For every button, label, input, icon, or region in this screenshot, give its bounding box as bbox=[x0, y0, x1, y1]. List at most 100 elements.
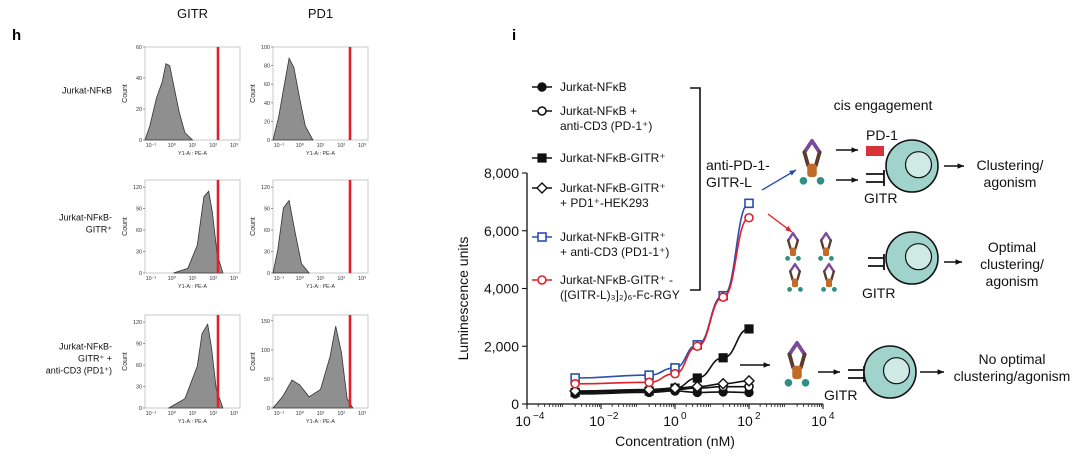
x-tick-exponent: 0 bbox=[681, 411, 687, 422]
arrowhead-icon bbox=[789, 170, 796, 176]
y-tick-label: 6,000 bbox=[484, 223, 519, 239]
histogram-xtick-label: 10² bbox=[209, 276, 217, 282]
antibody-hinge bbox=[819, 239, 833, 251]
antibody-fc bbox=[823, 247, 829, 256]
antibody-fc bbox=[792, 278, 798, 287]
pd1-label: PD-1 bbox=[866, 127, 898, 143]
histogram-xlabel: Y1-A:: PE-A bbox=[178, 419, 207, 425]
histogram-xtick-label: 10¹ bbox=[189, 276, 197, 282]
histogram-xlabel: Y1-A:: PE-A bbox=[178, 151, 207, 157]
x-tick-exponent: 2 bbox=[755, 411, 761, 422]
gitr-label-top: GITR bbox=[864, 190, 897, 206]
legend-marker bbox=[537, 275, 547, 285]
y-tick-label: 8,000 bbox=[484, 165, 519, 181]
histogram-xtick-label: 10⁻¹ bbox=[146, 411, 157, 417]
antibody-ligand bbox=[816, 177, 825, 185]
data-point bbox=[718, 353, 728, 363]
histogram-ytick-label: 20 bbox=[264, 119, 270, 125]
cell-nucleus-icon bbox=[904, 243, 933, 271]
antibody-mid-4-icon bbox=[821, 262, 837, 292]
cell-nucleus-icon bbox=[882, 357, 911, 385]
histogram-xtick-label: 10³ bbox=[358, 411, 366, 417]
x-tick-label: 10 bbox=[811, 413, 827, 429]
histogram-ytick-label: 60 bbox=[136, 45, 142, 51]
histogram-ytick-label: 90 bbox=[264, 207, 270, 213]
row-label: anti-CD3 (PD1⁺) bbox=[46, 366, 112, 376]
outcome-3-label: clustering/agonism bbox=[954, 368, 1071, 384]
histogram-xtick-label: 10⁰ bbox=[168, 276, 176, 282]
histogram-ylabel: Count bbox=[250, 84, 257, 103]
antibody-arm bbox=[787, 340, 807, 357]
histogram-xtick-label: 10³ bbox=[230, 276, 238, 282]
y-tick-label: 4,000 bbox=[484, 281, 519, 297]
x-tick-exponent: 4 bbox=[829, 411, 835, 422]
arrowhead-icon bbox=[833, 369, 840, 375]
outcome-2-label: clustering/ bbox=[980, 256, 1044, 272]
antibody-fc bbox=[792, 365, 802, 379]
arrowhead-icon bbox=[785, 225, 792, 232]
column-header-gitr: GITR bbox=[177, 6, 208, 21]
antibody-hinge bbox=[788, 270, 802, 282]
histogram-distribution bbox=[272, 56, 314, 141]
histogram-ytick-label: 120 bbox=[261, 185, 270, 191]
chart-legend: Jurkat-NFκB Jurkat-NFκB +anti-CD3 (PD-1⁺)… bbox=[532, 80, 701, 302]
histogram-xtick-label: 10⁰ bbox=[296, 411, 304, 417]
data-point bbox=[718, 292, 728, 302]
arrowhead-icon bbox=[937, 369, 944, 375]
histogram-ytick-label: 30 bbox=[264, 250, 270, 256]
data-point bbox=[569, 385, 582, 397]
histogram-distribution bbox=[272, 326, 354, 409]
gitr-label-bottom: GITR bbox=[824, 387, 857, 403]
histogram-distribution bbox=[272, 199, 310, 274]
data-point bbox=[644, 377, 654, 388]
histogram-ytick-label: 100 bbox=[261, 348, 270, 354]
legend-marker bbox=[537, 232, 547, 242]
antibody-fc bbox=[807, 163, 817, 177]
histogram-ytick-label: 60 bbox=[136, 363, 142, 369]
cell-nucleus-icon bbox=[904, 151, 933, 179]
legend-entry: Jurkat-NFκB bbox=[532, 80, 627, 94]
legend-bracket bbox=[690, 87, 701, 291]
legend-label: Jurkat-NFκB-GITR⁺ bbox=[560, 181, 666, 195]
histogram-xtick-label: 10² bbox=[337, 276, 345, 282]
bracket-label: anti-PD-1- bbox=[706, 157, 770, 173]
histogram-xtick-label: 10⁰ bbox=[168, 411, 176, 417]
histogram-xtick-label: 10² bbox=[337, 411, 345, 417]
legend-entry: Jurkat-NFκB-GITR⁺ bbox=[532, 151, 666, 165]
histogram-ytick-label: 0 bbox=[267, 271, 270, 277]
antibody-arm bbox=[819, 231, 833, 242]
antibody-mid-1-icon bbox=[785, 231, 801, 261]
data-point bbox=[669, 382, 681, 395]
histogram-ylabel: Count bbox=[250, 217, 257, 236]
outcome-2-label: agonism bbox=[986, 273, 1039, 289]
antibody-ligand bbox=[796, 256, 801, 261]
data-point bbox=[570, 378, 580, 389]
gitr-label-mid: GITR bbox=[862, 285, 895, 301]
row-label: Jurkat-NFκB- bbox=[59, 342, 112, 352]
antibody-mid-3-icon bbox=[787, 262, 803, 292]
legend-label: + PD1⁺-HEK293 bbox=[560, 196, 649, 210]
antibody-arm bbox=[822, 262, 836, 273]
series-5 bbox=[570, 212, 754, 389]
column-header-pd1: PD1 bbox=[308, 6, 333, 21]
data-point bbox=[717, 377, 730, 390]
legend-marker bbox=[536, 182, 548, 194]
x-tick-label: 10 bbox=[663, 413, 679, 429]
histogram-ytick-label: 120 bbox=[133, 185, 142, 191]
flow-histogram-panel: GITR PD1 Jurkat-NFκB Count 0 20 40 60 10⁻¹ 10⁰ 10¹… bbox=[46, 6, 369, 425]
legend-marker bbox=[537, 153, 547, 163]
antibody-hinge bbox=[822, 270, 836, 282]
antibody-ligand bbox=[787, 287, 792, 292]
antibody-ligand bbox=[818, 256, 823, 261]
antibody-mid-2-icon bbox=[818, 231, 834, 261]
histogram-xlabel: Y1-A:: PE-A bbox=[306, 284, 335, 290]
y-tick-label: 0 bbox=[511, 396, 519, 412]
series-line bbox=[575, 217, 750, 385]
panel-i-letter: i bbox=[512, 27, 516, 44]
cis-engagement-label: cis engagement bbox=[834, 97, 933, 113]
arrowhead-icon bbox=[851, 177, 858, 183]
arrowhead-icon bbox=[957, 163, 964, 169]
histogram-ytick-label: 60 bbox=[136, 228, 142, 234]
histogram-ytick-label: 40 bbox=[136, 76, 142, 82]
